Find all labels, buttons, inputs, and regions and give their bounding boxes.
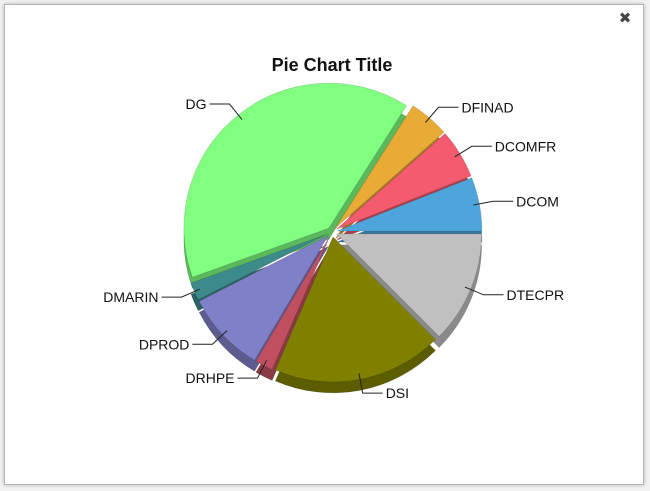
leader-line-dtecpr — [464, 286, 504, 296]
leader-line-dsi — [358, 373, 383, 394]
leader-line-dcomfr — [454, 145, 492, 158]
leader-line-dmarin — [161, 288, 200, 298]
slice-label-dsi: DSI — [386, 385, 409, 401]
pie-layer: DCOM DCOMFR DFINAD DG DMARIN DPROD DRHPE DSI DTE… — [103, 82, 565, 401]
chart-dialog: ✖ Pie Chart Title DCOM DCOMFR DFINAD DG DMAR… — [4, 4, 644, 485]
slice-label-drhpe: DRHPE — [185, 370, 234, 386]
slice-label-dtecpr: DTECPR — [507, 287, 565, 303]
slice-label-dfinad: DFINAD — [462, 99, 514, 115]
chart-title: Pie Chart Title — [272, 55, 393, 75]
slice-label-dcom: DCOM — [516, 193, 559, 209]
slice-label-dprod: DPROD — [139, 336, 190, 352]
slice-label-dmarin: DMARIN — [103, 289, 158, 305]
leader-line-dcom — [473, 200, 514, 206]
slice-label-dcomfr: DCOMFR — [495, 138, 556, 154]
leader-line-dg — [209, 103, 243, 120]
close-icon[interactable]: ✖ — [618, 9, 632, 27]
slice-label-dg: DG — [186, 96, 207, 112]
pie-chart: Pie Chart Title DCOM DCOMFR DFINAD DG DMARIN… — [103, 55, 565, 401]
leader-line-drhpe — [237, 360, 268, 379]
leader-line-dfinad — [425, 106, 459, 123]
leader-line-dprod — [192, 330, 228, 345]
